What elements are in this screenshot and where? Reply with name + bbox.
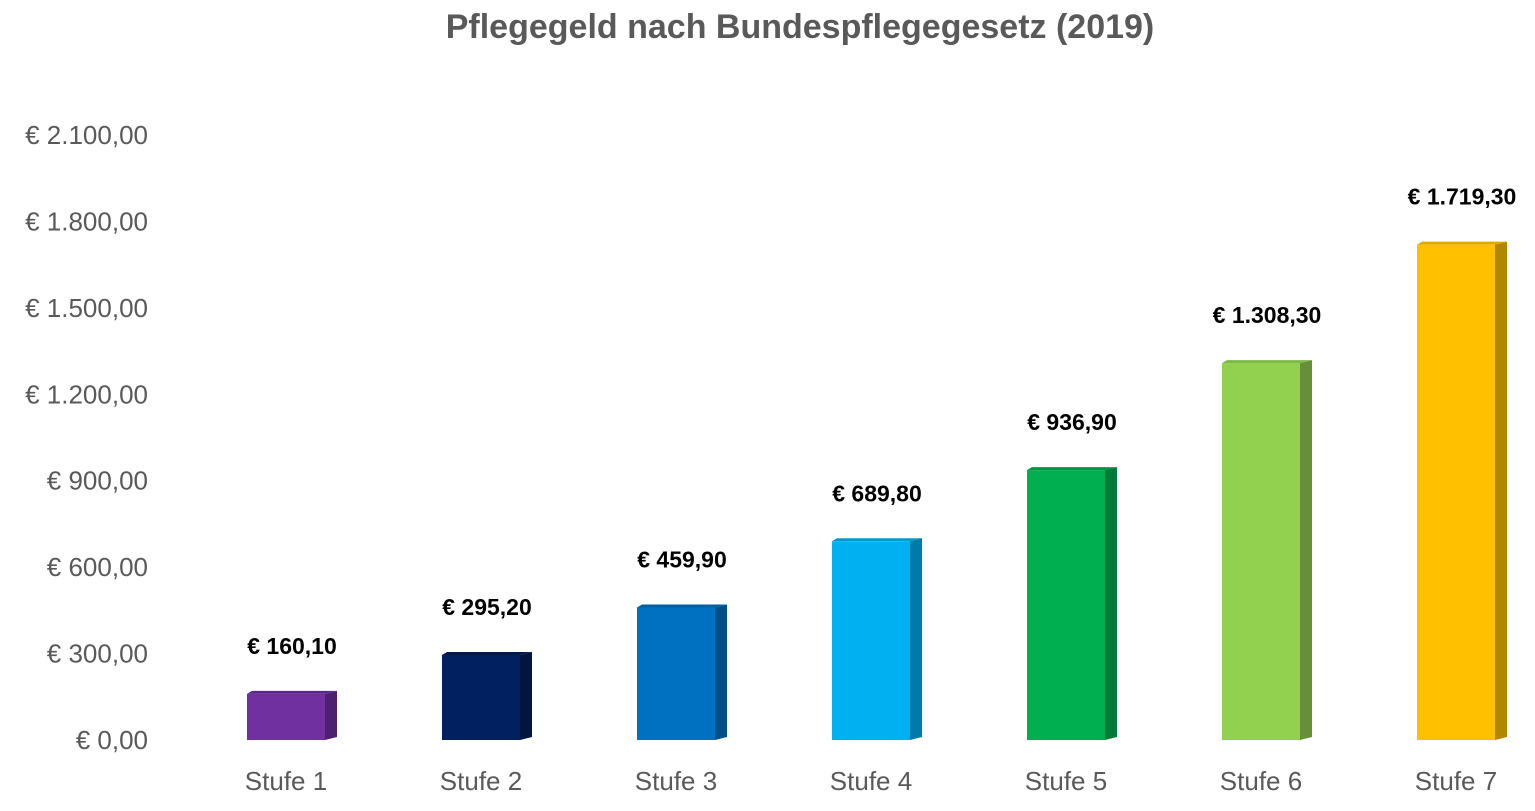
bar-front bbox=[832, 541, 910, 740]
bar-front bbox=[247, 693, 325, 740]
bar-top bbox=[1222, 360, 1312, 364]
y-tick-label: € 0,00 bbox=[76, 725, 148, 755]
bar-front bbox=[1417, 244, 1495, 740]
x-tick-label: Stufe 2 bbox=[440, 766, 522, 796]
y-tick-label: € 1.800,00 bbox=[25, 206, 148, 236]
bar-top bbox=[637, 604, 727, 608]
bar-top bbox=[832, 538, 922, 542]
y-tick-label: € 1.500,00 bbox=[25, 293, 148, 323]
y-tick-label: € 1.200,00 bbox=[25, 379, 148, 409]
x-tick-label: Stufe 4 bbox=[830, 766, 912, 796]
data-label: € 459,90 bbox=[637, 547, 727, 573]
bar-side bbox=[520, 651, 532, 740]
x-tick-label: Stufe 7 bbox=[1415, 766, 1497, 796]
bar-front bbox=[442, 654, 520, 740]
bar-front bbox=[637, 607, 715, 740]
bar-5 bbox=[1027, 467, 1117, 740]
bar-2 bbox=[442, 651, 532, 740]
x-tick-label: Stufe 6 bbox=[1220, 766, 1302, 796]
bar-side bbox=[1495, 241, 1507, 740]
bar-side bbox=[910, 538, 922, 740]
data-label: € 295,20 bbox=[442, 594, 532, 620]
bar-7 bbox=[1417, 241, 1507, 740]
bar-6 bbox=[1222, 360, 1312, 740]
x-axis: Stufe 1 Stufe 2 Stufe 3 Stufe 4 Stufe 5 Stufe… bbox=[245, 766, 1497, 796]
bar-front bbox=[1027, 470, 1105, 740]
bar-top bbox=[442, 651, 532, 655]
data-label: € 1.719,30 bbox=[1408, 184, 1517, 210]
bar-top bbox=[1027, 467, 1117, 471]
bar-top bbox=[247, 690, 337, 694]
data-labels: € 160,10 € 295,20 € 459,90 € 689,80 € 936,90… bbox=[247, 184, 1516, 659]
chart-title: Pflegegeld nach Bundespflegegesetz (2019… bbox=[446, 8, 1155, 46]
x-tick-label: Stufe 1 bbox=[245, 766, 327, 796]
bar-side bbox=[1105, 467, 1117, 740]
y-tick-label: € 900,00 bbox=[47, 466, 148, 496]
data-label: € 160,10 bbox=[247, 633, 337, 659]
bar-top bbox=[1417, 241, 1507, 245]
data-label: € 1.308,30 bbox=[1213, 302, 1322, 328]
y-tick-label: € 300,00 bbox=[47, 639, 148, 669]
bar-side bbox=[1300, 360, 1312, 740]
bar-3 bbox=[637, 604, 727, 740]
bar-side bbox=[325, 690, 337, 740]
y-axis: € 0,00 € 300,00 € 600,00 € 900,00 € 1.200,00… bbox=[25, 120, 148, 755]
bar-front bbox=[1222, 363, 1300, 740]
bars bbox=[247, 241, 1507, 740]
bar-side bbox=[715, 604, 727, 740]
y-tick-label: € 2.100,00 bbox=[25, 120, 148, 150]
y-tick-label: € 600,00 bbox=[47, 552, 148, 582]
data-label: € 689,80 bbox=[832, 480, 922, 506]
x-tick-label: Stufe 5 bbox=[1025, 766, 1107, 796]
bar-1 bbox=[247, 690, 337, 740]
x-tick-label: Stufe 3 bbox=[635, 766, 717, 796]
bar-4 bbox=[832, 538, 922, 740]
data-label: € 936,90 bbox=[1027, 409, 1117, 435]
